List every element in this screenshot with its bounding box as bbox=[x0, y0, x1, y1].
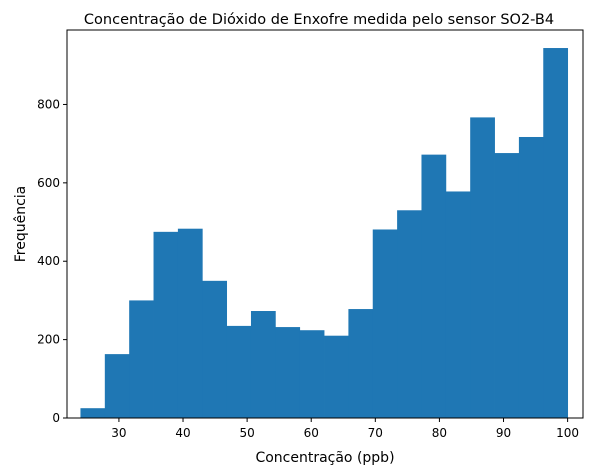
histogram-bar bbox=[518, 136, 544, 419]
histogram-bar bbox=[348, 309, 374, 418]
histogram-bar bbox=[445, 191, 471, 418]
x-tick-label: 100 bbox=[556, 426, 579, 440]
histogram-bar bbox=[421, 154, 447, 418]
histogram-bar bbox=[324, 335, 349, 418]
y-tick-label: 200 bbox=[37, 333, 60, 347]
histogram-bar bbox=[299, 330, 325, 418]
chart-title: Concentração de Dióxido de Enxofre medid… bbox=[84, 12, 554, 28]
x-tick-label: 80 bbox=[432, 426, 447, 440]
histogram-bar bbox=[275, 327, 301, 418]
y-tick-label: 0 bbox=[52, 411, 60, 425]
y-tick-label: 400 bbox=[37, 254, 60, 268]
x-tick-label: 60 bbox=[304, 426, 319, 440]
bars-group bbox=[80, 48, 569, 419]
histogram-bar bbox=[153, 231, 179, 418]
histogram-bar bbox=[494, 153, 520, 418]
x-axis-ticks: 30 40 50 60 70 80 90 100 bbox=[111, 418, 579, 440]
histogram-bar bbox=[80, 408, 106, 418]
histogram-bar bbox=[226, 325, 252, 418]
histogram-bar bbox=[202, 280, 228, 418]
histogram-bar bbox=[104, 354, 130, 418]
y-axis-label: Frequência bbox=[13, 186, 29, 263]
histogram-bar bbox=[397, 210, 422, 418]
x-axis-label: Concentração (ppb) bbox=[255, 450, 394, 466]
x-tick-label: 30 bbox=[111, 426, 126, 440]
histogram-bar bbox=[250, 311, 276, 418]
histogram-bar bbox=[543, 48, 569, 418]
y-tick-label: 800 bbox=[37, 97, 60, 111]
histogram-bar bbox=[129, 300, 154, 418]
y-tick-label: 600 bbox=[37, 176, 60, 190]
histogram-bar bbox=[177, 228, 203, 418]
x-tick-label: 90 bbox=[496, 426, 511, 440]
histogram-bar bbox=[372, 229, 398, 418]
x-tick-label: 70 bbox=[368, 426, 383, 440]
plot-frame bbox=[66, 29, 584, 419]
y-axis-ticks: 0 200 400 600 800 bbox=[37, 97, 67, 425]
x-tick-label: 40 bbox=[175, 426, 190, 440]
histogram-bar bbox=[470, 117, 495, 419]
x-tick-label: 50 bbox=[239, 426, 254, 440]
